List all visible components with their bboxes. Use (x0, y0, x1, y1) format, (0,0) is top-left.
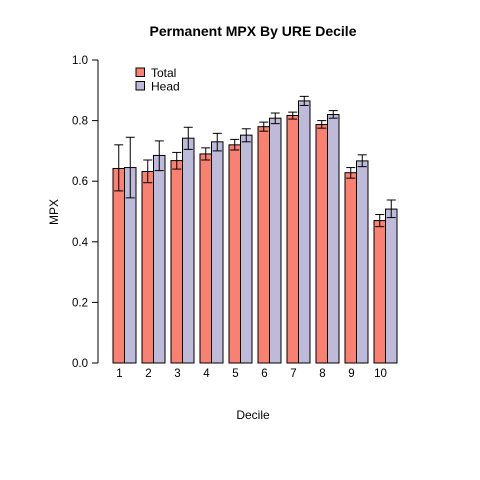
y-tick-label: 0.4 (72, 237, 89, 249)
error-bars (114, 95, 396, 228)
x-tick-label: 4 (203, 368, 210, 380)
y-tick-label: 0.0 (72, 358, 88, 370)
x-tick-label: 6 (261, 368, 267, 380)
bar-total-1 (112, 167, 125, 364)
bar-total-7 (286, 114, 299, 364)
legend-label-total: Total (151, 66, 176, 80)
bar-total-2 (141, 171, 154, 364)
bar-head-6 (269, 117, 282, 364)
y-tick-label: 0.8 (72, 116, 88, 128)
bar-head-3 (182, 137, 195, 364)
error-bar-total-4 (201, 147, 211, 161)
error-bar-head-4 (212, 132, 222, 152)
bar-total-3 (170, 160, 183, 364)
error-bar-total-1 (114, 144, 124, 192)
error-bar-total-6 (259, 121, 269, 132)
error-bar-total-9 (346, 167, 356, 179)
x-tick-label: 3 (174, 368, 180, 380)
bar-total-4 (199, 153, 212, 364)
legend-label-head: Head (151, 80, 180, 94)
bar-total-5 (228, 144, 241, 364)
y-tick-label: 1.0 (72, 55, 88, 67)
bar-head-2 (153, 154, 166, 364)
legend-swatch-head (135, 81, 145, 91)
x-tick-label: 10 (374, 368, 387, 380)
bar-head-8 (327, 114, 340, 364)
error-bar-head-5 (241, 128, 251, 143)
bar-total-10 (373, 220, 386, 364)
error-bar-total-2 (143, 159, 153, 184)
x-tick-label: 1 (116, 368, 122, 380)
y-axis-label: MPX (47, 199, 61, 225)
bar-head-5 (240, 134, 253, 364)
x-tick-label: 8 (319, 368, 325, 380)
error-bar-total-8 (317, 120, 327, 129)
x-tick-label: 7 (290, 368, 296, 380)
bar-total-8 (315, 124, 328, 364)
error-bar-head-7 (299, 95, 309, 106)
error-bar-head-9 (357, 154, 367, 168)
error-bar-head-10 (386, 199, 396, 219)
x-tick-label: 2 (145, 368, 151, 380)
y-axis: 0.0 0.2 0.4 0.6 0.8 1.0 (72, 55, 99, 370)
bar-head-10 (385, 208, 398, 364)
x-axis: 1 2 3 4 5 6 7 8 9 10 (116, 368, 387, 380)
y-tick-label: 0.6 (72, 176, 88, 188)
error-bar-total-10 (375, 214, 385, 228)
error-bar-head-3 (183, 126, 193, 150)
legend-swatch-total (135, 67, 145, 77)
error-bar-head-8 (328, 110, 338, 119)
error-bar-total-7 (288, 111, 298, 120)
error-bar-total-3 (172, 151, 182, 170)
x-axis-label: Decile (236, 408, 270, 422)
bar-total-6 (257, 126, 270, 364)
error-bar-total-5 (230, 138, 240, 151)
x-tick-label: 5 (232, 368, 238, 380)
y-tick-label: 0.2 (72, 297, 88, 309)
bars (112, 100, 398, 364)
chart-title: Permanent MPX By URE Decile (150, 23, 357, 39)
bar-head-4 (211, 141, 224, 364)
bar-head-9 (356, 160, 369, 364)
error-bar-head-1 (125, 136, 135, 199)
bar-head-7 (298, 100, 311, 364)
error-bar-head-2 (154, 140, 164, 172)
bar-total-9 (344, 172, 357, 364)
x-tick-label: 9 (348, 368, 354, 380)
error-bar-head-6 (270, 112, 280, 125)
